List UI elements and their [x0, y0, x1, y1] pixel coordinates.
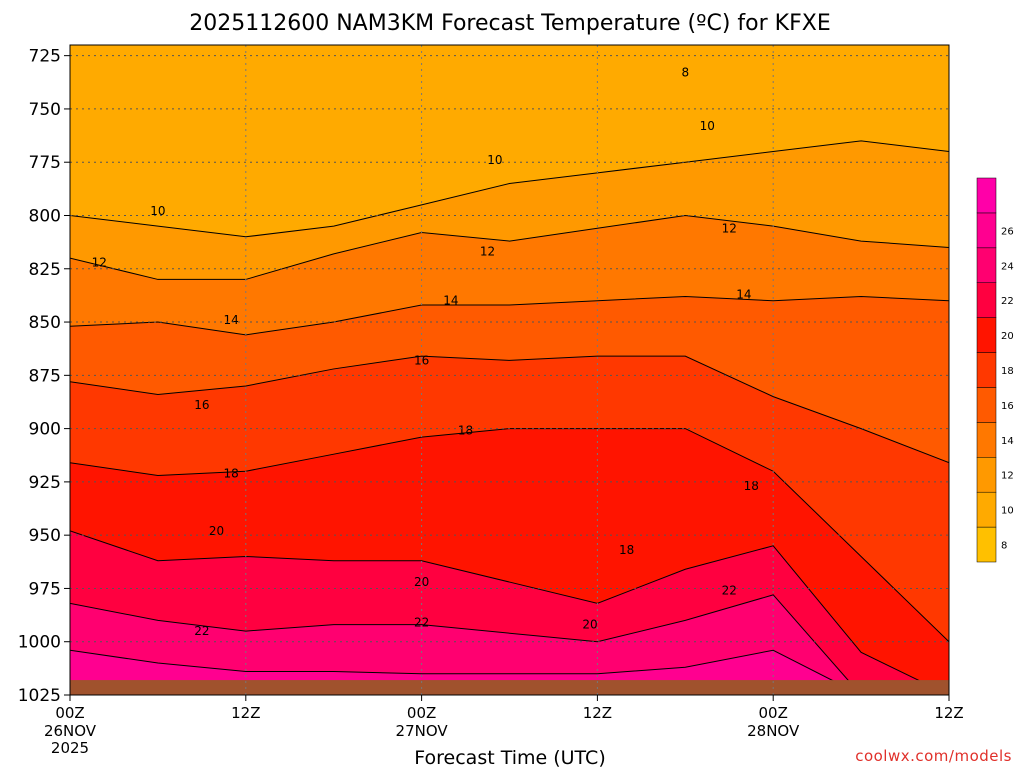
colorbar-swatch [976, 177, 997, 214]
y-tick-label: 900 [29, 420, 61, 440]
colorbar-swatch [976, 526, 997, 563]
y-tick-label: 925 [29, 473, 61, 493]
colorbar-label: 22 [1001, 296, 1014, 307]
contour-label: 10 [700, 119, 715, 133]
colorbar-swatch [976, 387, 997, 423]
plot-area: 8 10 10 10 12 12 12 14 14 14 16 16 18 18 18 18 20 20 20 22 2… [70, 45, 949, 695]
temperature-band-22 [70, 530, 949, 695]
y-tick-label: 875 [29, 366, 61, 386]
colorbar-label: 14 [1001, 436, 1014, 447]
y-tick-label: 1025 [18, 686, 61, 706]
colorbar-label: 18 [1001, 366, 1014, 377]
y-tick-label: 950 [29, 526, 61, 546]
temperature-band-14 [70, 215, 949, 335]
isotherm-12 [70, 214, 949, 280]
ground-shading [70, 680, 949, 695]
x-axis-title: Forecast Time (UTC) [414, 747, 605, 768]
colorbar-swatch [976, 491, 997, 528]
x-tick-label: 00Z [759, 704, 788, 722]
contour-label: 22 [194, 624, 209, 638]
contour-label: 8 [681, 66, 689, 80]
y-tick-label: 825 [29, 260, 61, 280]
contour-label: 18 [744, 479, 759, 493]
chart-title: 2025112600 NAM3KM Forecast Temperature (… [189, 11, 830, 36]
credit-text: coolwx.com/models [855, 747, 1012, 765]
x-tick-label: 12Z [231, 704, 260, 722]
temperature-band-20 [70, 428, 949, 695]
x-tick-label: 12Z [583, 704, 612, 722]
temperature-band-18 [70, 356, 949, 642]
contour-label: 22 [722, 584, 737, 598]
y-tick-label: 975 [29, 579, 61, 599]
contour-label: 10 [487, 153, 502, 167]
colorbar-label: 26 [1001, 226, 1014, 237]
x-tick-year: 2025 [51, 739, 89, 757]
colorbar-swatch [976, 317, 997, 353]
y-tick-label: 775 [29, 153, 61, 173]
contour-label: 16 [194, 398, 209, 412]
contour-label: 14 [443, 294, 458, 308]
isotherm-14 [70, 295, 949, 336]
colorbar-swatch [976, 247, 997, 283]
colorbar: 8 10 12 14 16 18 20 22 24 26 [976, 177, 1014, 563]
contour-label: 18 [619, 543, 634, 557]
y-tick-label: 850 [29, 313, 61, 333]
colorbar-swatch [976, 212, 997, 249]
colorbar-swatch [976, 457, 997, 493]
colorbar-label: 16 [1001, 401, 1014, 412]
x-tick-date: 27NOV [396, 722, 449, 740]
colorbar-label: 12 [1001, 471, 1014, 482]
y-tick-label: 725 [29, 47, 61, 67]
colorbar-swatch [976, 282, 997, 318]
contour-label: 10 [150, 204, 165, 218]
contour-label: 18 [224, 466, 239, 480]
colorbar-label: 8 [1001, 541, 1007, 552]
temperature-band-12 [70, 140, 949, 280]
colorbar-label: 20 [1001, 331, 1014, 342]
contour-label: 14 [736, 287, 751, 301]
temperature-band-10 [70, 45, 949, 237]
x-tick-label: 00Z [407, 704, 436, 722]
x-tick-date: 28NOV [747, 722, 800, 740]
contour-label: 18 [458, 424, 473, 438]
x-tick-label: 00Z [55, 704, 84, 722]
colorbar-swatch [976, 422, 997, 458]
isotherm-10 [70, 140, 949, 238]
contour-label: 16 [414, 353, 429, 367]
isotherm-24 [70, 649, 949, 695]
contour-label: 20 [414, 575, 429, 589]
y-tick-label: 750 [29, 100, 61, 120]
contour-label: 12 [92, 255, 107, 269]
x-tick-label: 12Z [934, 704, 963, 722]
contour-label: 14 [224, 313, 239, 327]
plot-frame [69, 44, 950, 696]
colorbar-swatch [976, 352, 997, 388]
temperature-band-24 [70, 594, 949, 695]
temperature-band-16 [70, 296, 949, 463]
contour-label: 12 [480, 245, 495, 259]
x-tick-date: 26NOV [44, 722, 97, 740]
y-tick-label: 1000 [18, 633, 61, 653]
isotherm-22 [70, 594, 949, 695]
contour-label: 12 [722, 221, 737, 235]
colorbar-label: 24 [1001, 261, 1014, 272]
isotherm-16 [70, 355, 949, 464]
contour-label: 20 [209, 524, 224, 538]
y-tick-label: 800 [29, 206, 61, 226]
axes: 7257507758008258508759009259509751000102… [18, 44, 964, 757]
contour-label: 20 [582, 618, 597, 632]
isotherm-20 [70, 530, 949, 695]
colorbar-label: 10 [1001, 506, 1014, 517]
